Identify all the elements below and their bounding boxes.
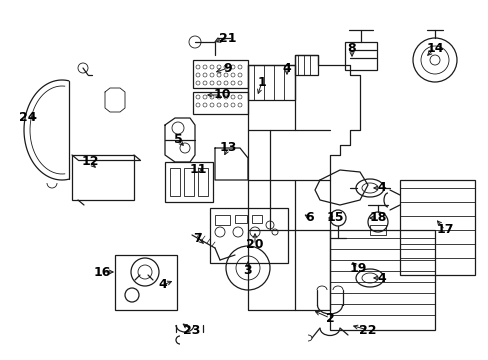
Text: 23: 23 (183, 324, 200, 337)
Text: 18: 18 (368, 211, 386, 225)
Text: 16: 16 (93, 265, 110, 279)
Bar (215, 215, 229, 225)
Bar (183, 168, 194, 196)
Bar (72, 155, 134, 200)
Text: 7: 7 (193, 231, 202, 244)
Bar (247, 65, 294, 100)
Text: 8: 8 (347, 41, 356, 54)
Text: 5: 5 (173, 134, 182, 147)
Text: 20: 20 (246, 238, 263, 252)
Bar (369, 225, 385, 235)
Bar (399, 180, 474, 275)
Text: 15: 15 (325, 211, 343, 225)
Text: 22: 22 (359, 324, 376, 337)
Bar (193, 60, 247, 88)
Bar (209, 208, 287, 263)
Text: 2: 2 (325, 311, 334, 324)
Bar (251, 215, 262, 223)
Bar (329, 230, 434, 330)
Bar (193, 92, 247, 114)
Bar (294, 55, 317, 75)
Bar (170, 168, 180, 196)
Bar (164, 162, 213, 202)
Text: 14: 14 (426, 41, 443, 54)
Text: 9: 9 (223, 62, 232, 75)
Text: 19: 19 (348, 261, 366, 274)
Text: 1: 1 (257, 76, 266, 89)
Text: 4: 4 (377, 271, 386, 284)
Text: 6: 6 (305, 211, 314, 225)
Bar (345, 42, 376, 70)
Text: 24: 24 (19, 112, 37, 125)
Text: 11: 11 (189, 163, 206, 176)
Text: 10: 10 (213, 89, 230, 102)
Text: 3: 3 (243, 264, 252, 276)
Bar (198, 168, 207, 196)
Bar (115, 255, 177, 310)
Text: 12: 12 (81, 156, 99, 168)
Text: 13: 13 (219, 141, 236, 154)
Text: 4: 4 (377, 181, 386, 194)
Text: 4: 4 (158, 279, 167, 292)
Text: 17: 17 (435, 224, 453, 237)
Bar (235, 215, 246, 223)
Text: 21: 21 (219, 31, 236, 45)
Text: 4: 4 (282, 62, 291, 75)
